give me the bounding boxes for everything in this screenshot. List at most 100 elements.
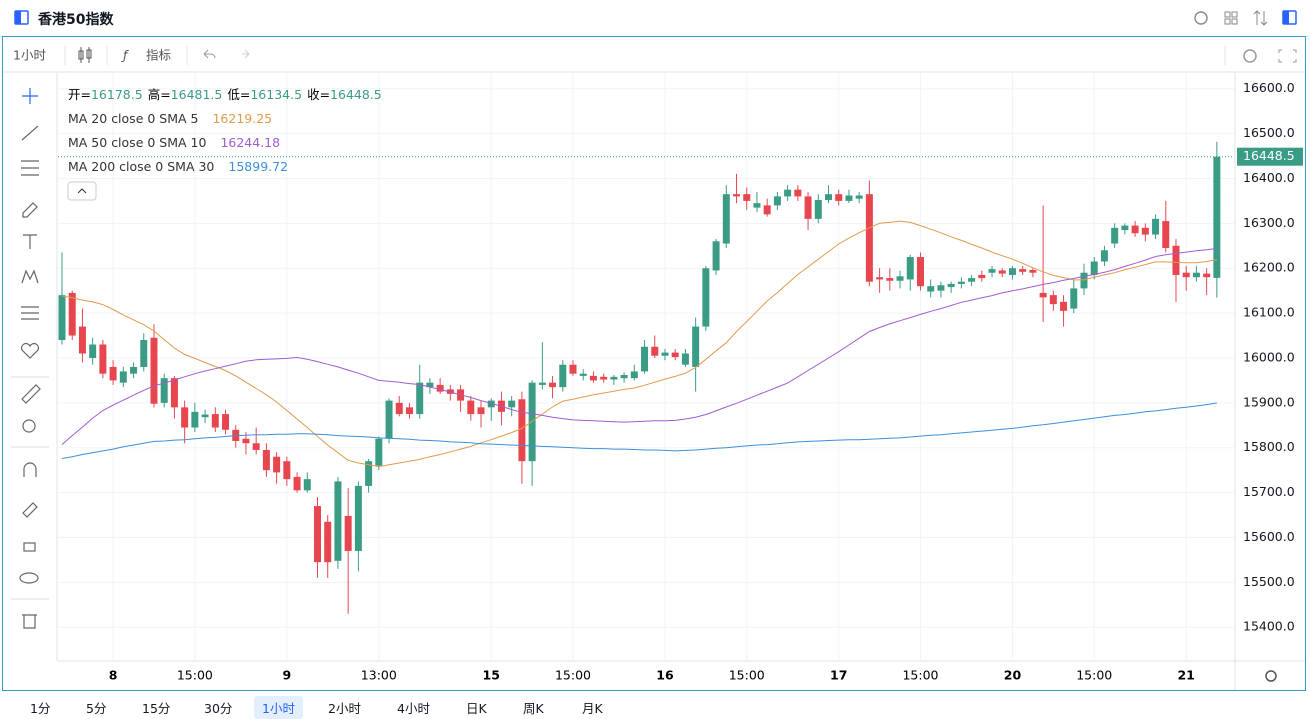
ohlc-key: 开= — [68, 87, 91, 102]
zoom-tool[interactable] — [22, 419, 36, 433]
ohlc-key: 收= — [307, 87, 330, 102]
candle-body — [978, 274, 986, 279]
y-tick-label: 15400.0 — [1243, 619, 1295, 634]
timeframe-tab[interactable]: 1分 — [30, 701, 51, 716]
candle-body — [692, 326, 700, 367]
timeframe-tabs: 1分 5分 15分 30分 1小时 2小时 4小时 日K 周K 月K — [0, 692, 1310, 719]
undo-icon[interactable] — [203, 49, 216, 59]
ma-name: MA 50 close 0 SMA 10 — [68, 135, 206, 150]
fib-tool[interactable] — [21, 160, 39, 176]
candle-body — [395, 402, 403, 415]
y-tick-label: 15600.0 — [1243, 529, 1295, 544]
refresh-icon[interactable] — [1194, 11, 1208, 25]
ruler-tool[interactable] — [21, 384, 41, 404]
candle-body — [1008, 268, 1016, 275]
x-tick-label: 15:00 — [177, 668, 213, 683]
candle-body — [743, 194, 751, 201]
candle-body — [753, 203, 761, 208]
candle-body — [1192, 272, 1200, 278]
candle-body — [722, 194, 730, 244]
line-tool[interactable] — [21, 125, 39, 141]
ohlc-value: 16448.5 — [330, 87, 382, 102]
settings-icon[interactable] — [1243, 49, 1257, 63]
ma-value: 16244.18 — [220, 135, 280, 150]
timeframe-tab[interactable]: 周K — [523, 701, 544, 716]
grid-icon[interactable] — [1224, 11, 1231, 18]
text-tool[interactable] — [23, 234, 37, 249]
timeframe-tab[interactable]: 30分 — [204, 701, 233, 716]
eye-tool[interactable] — [19, 572, 39, 584]
y-tick-label: 16000.0 — [1243, 349, 1295, 364]
title: 香港50指数 — [38, 12, 114, 28]
candle-body — [630, 371, 638, 379]
timeframe-tab[interactable]: 2小时 — [328, 701, 361, 716]
candle-body — [549, 382, 557, 388]
grid-icon — [1224, 18, 1231, 25]
candle-body — [109, 366, 117, 381]
candle-body — [58, 295, 66, 341]
interval[interactable]: 1小时 — [13, 48, 46, 63]
candle-body — [1090, 261, 1098, 275]
candle-body — [865, 194, 873, 282]
fullscreen-icon[interactable] — [1278, 49, 1297, 63]
ohlc-key: 低= — [227, 87, 250, 102]
candle-body — [1029, 270, 1037, 273]
candle-body — [365, 461, 373, 486]
measure-tool[interactable] — [21, 306, 39, 320]
timeframe-tab[interactable]: 1小时 — [254, 696, 303, 719]
collapse-legend[interactable] — [67, 181, 97, 201]
timeframe-tab[interactable]: 15分 — [142, 701, 171, 716]
fx-icon: ƒ — [121, 48, 129, 63]
candle-body — [589, 375, 597, 381]
timeframe-tab[interactable]: 4小时 — [397, 701, 430, 716]
chart-frame: 1小时 ƒ 指标 — [2, 36, 1306, 691]
candle-body — [681, 353, 689, 365]
candle-body — [712, 241, 720, 271]
y-tick-label: 16300.0 — [1243, 215, 1295, 230]
y-tick-label: 16200.0 — [1243, 260, 1295, 275]
timeframe-tab[interactable]: 5分 — [86, 701, 107, 716]
candle-body — [436, 384, 444, 392]
timeframe-tab[interactable]: 月K — [582, 701, 603, 716]
candle-body — [150, 337, 158, 404]
candle-body — [344, 515, 352, 551]
y-tick-label: 16600.0 — [1243, 80, 1295, 95]
candle-icon[interactable] — [78, 47, 92, 63]
candle-body — [804, 196, 812, 219]
ohlc-value: 16178.5 — [91, 87, 143, 102]
sort-icon[interactable] — [1253, 10, 1268, 26]
axis-settings[interactable] — [1265, 670, 1277, 682]
grid-icon — [1231, 11, 1238, 18]
candle-body — [68, 292, 76, 336]
x-tick-label: 8 — [109, 668, 118, 683]
candle-body — [130, 366, 138, 374]
candle-body — [181, 407, 189, 428]
pencil-tool[interactable] — [22, 502, 38, 518]
panel-icon — [1283, 11, 1289, 24]
y-tick-label: 16500.0 — [1243, 125, 1295, 140]
x-tick-label: 15:00 — [902, 668, 938, 683]
candle-body — [201, 414, 209, 418]
brush-tool[interactable] — [22, 202, 38, 218]
trash-tool[interactable] — [22, 614, 37, 629]
pattern-tool[interactable] — [21, 269, 39, 284]
favorite-tool[interactable] — [20, 342, 40, 359]
ma-line — [61, 247, 1217, 445]
candle-body — [528, 382, 536, 462]
candle-body — [119, 371, 127, 383]
candle-body — [773, 196, 781, 206]
ma-value: 16219.25 — [212, 111, 272, 126]
magnet-tool[interactable] — [23, 462, 37, 477]
candle-body — [1080, 272, 1088, 289]
ohlc-legend: 开=16178.5 高=16481.5 低=16134.5 收=16448.5 — [68, 87, 382, 102]
ma-line — [61, 402, 1217, 459]
redo-icon[interactable] — [242, 49, 250, 59]
indicators[interactable]: 指标 — [146, 48, 171, 63]
candle-body — [314, 506, 321, 563]
candle-body — [702, 268, 710, 327]
lock-tool[interactable] — [23, 542, 36, 552]
crosshair-tool[interactable] — [22, 88, 38, 104]
x-tick-label: 15:00 — [729, 668, 765, 683]
timeframe-tab[interactable]: 日K — [466, 701, 487, 716]
